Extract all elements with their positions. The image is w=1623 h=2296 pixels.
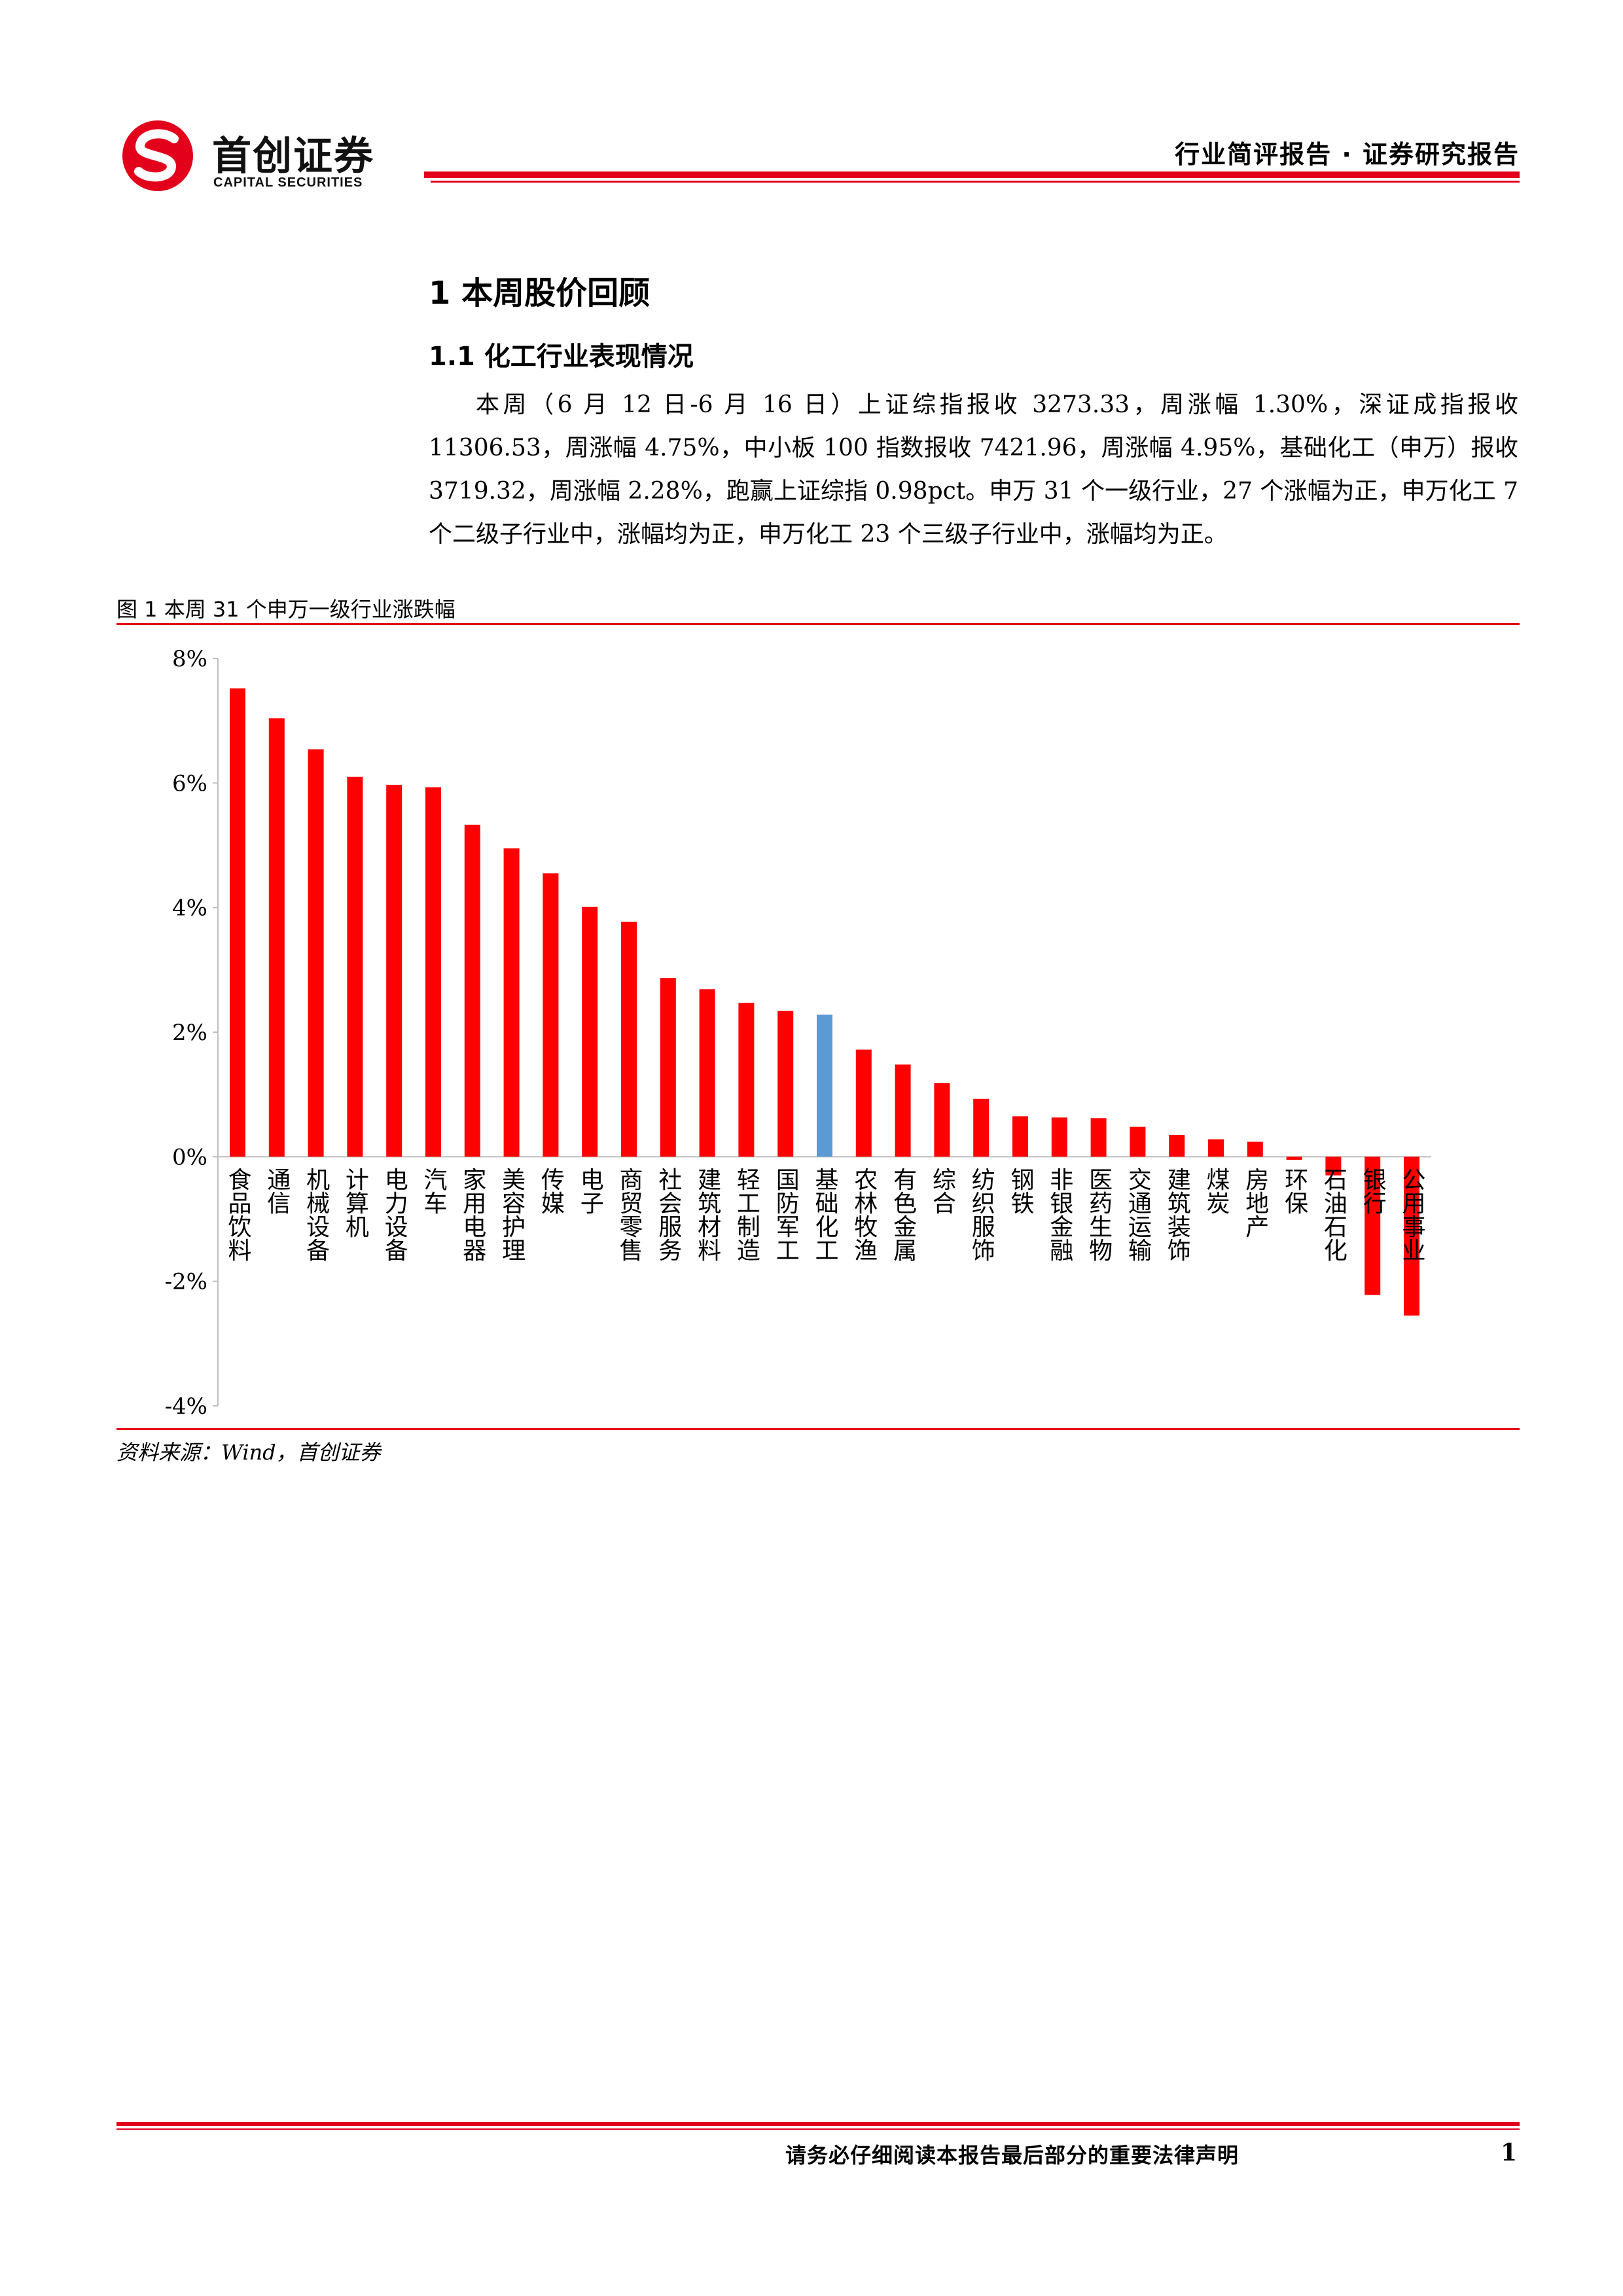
category-label: 美容护理 [498, 1167, 525, 1261]
y-tick-label: 0% [172, 1144, 207, 1170]
figure-caption: 图 1 本周 31 个申万一级行业涨跌幅 [116, 597, 455, 622]
bar-18 [934, 1083, 950, 1157]
page-number: 1 [1500, 2139, 1517, 2166]
company-logo: 首创证券 CAPITAL SECURITIES [116, 117, 431, 195]
y-tick-label: -4% [165, 1393, 207, 1420]
category-label: 农林牧渔 [850, 1167, 877, 1261]
bar-12 [699, 989, 715, 1157]
section-heading: 1 本周股价回顾 [429, 275, 651, 312]
category-label: 交通运输 [1124, 1167, 1151, 1261]
legal-disclaimer: 请务必仔细阅读本报告最后部分的重要法律声明 [785, 2143, 1240, 2168]
bar-13 [738, 1003, 755, 1157]
bar-7 [503, 848, 520, 1157]
bar-16 [855, 1049, 872, 1157]
bar-0 [230, 688, 245, 1157]
logo-mark-icon [122, 120, 193, 191]
category-label: 机械设备 [302, 1167, 329, 1261]
category-label: 煤炭 [1203, 1167, 1230, 1214]
bar-6 [464, 825, 480, 1157]
bar-5 [425, 787, 441, 1157]
figure-source: 资料来源：Wind，首创证券 [116, 1440, 381, 1465]
logo-chinese-name: 首创证券 [212, 134, 374, 179]
category-label: 建筑装饰 [1164, 1167, 1190, 1261]
bar-14 [777, 1011, 794, 1157]
bar-17 [895, 1064, 911, 1157]
category-label: 商贸零售 [616, 1167, 643, 1261]
bar-25 [1208, 1139, 1224, 1157]
figure-top-rule [116, 623, 1520, 625]
figure-bottom-rule [116, 1428, 1520, 1430]
y-tick-label: 6% [172, 770, 207, 797]
bar-10 [621, 922, 637, 1157]
category-label: 钢铁 [1007, 1167, 1034, 1214]
bar-15 [817, 1014, 832, 1157]
category-label: 国防军工 [772, 1167, 799, 1261]
category-label: 传媒 [537, 1167, 565, 1214]
category-label: 食品饮料 [224, 1167, 252, 1261]
y-tick-label: 4% [172, 895, 207, 922]
category-label: 医药生物 [1085, 1167, 1112, 1261]
bar-3 [347, 776, 363, 1157]
category-label: 石油石化 [1320, 1167, 1347, 1261]
bar-8 [543, 873, 559, 1157]
bar-22 [1090, 1118, 1107, 1157]
category-label: 纺织服饰 [968, 1167, 995, 1261]
category-label: 银行 [1359, 1167, 1387, 1214]
bar-1 [268, 718, 285, 1157]
y-tick-label: -2% [165, 1269, 207, 1295]
footer-divider-thin [116, 2128, 1520, 2130]
subsection-heading: 1.1 化工行业表现情况 [429, 342, 694, 372]
report-type-title: 行业简评报告 · 证券研究报告 [1175, 140, 1520, 169]
bar-4 [386, 785, 402, 1157]
category-label: 公用事业 [1399, 1167, 1425, 1261]
category-label: 轻工制造 [733, 1167, 760, 1261]
bar-19 [973, 1098, 990, 1157]
category-label: 电力设备 [381, 1167, 408, 1261]
category-label: 通信 [263, 1167, 290, 1214]
y-tick-label: 8% [172, 646, 207, 672]
bar-24 [1169, 1135, 1185, 1157]
bar-2 [308, 749, 324, 1157]
bar-27 [1286, 1157, 1302, 1160]
category-label: 房地产 [1241, 1167, 1268, 1238]
category-label: 社会服务 [654, 1167, 682, 1261]
footer-divider [116, 2122, 1520, 2126]
category-label: 建筑材料 [694, 1167, 721, 1261]
bar-26 [1247, 1141, 1263, 1157]
bar-30 [1404, 1157, 1419, 1316]
category-label: 环保 [1281, 1167, 1308, 1214]
category-label: 汽车 [420, 1167, 447, 1214]
bar-21 [1051, 1117, 1067, 1157]
category-label: 非银金融 [1046, 1167, 1073, 1261]
summary-paragraph: 本周（6 月 12 日-6 月 16 日）上证综指报收 3273.33，周涨幅 … [429, 391, 1518, 548]
bar-9 [582, 906, 598, 1157]
y-tick-label: 2% [172, 1020, 207, 1046]
bar-28 [1325, 1157, 1342, 1175]
category-label: 计算机 [342, 1167, 368, 1238]
header-divider [424, 171, 1520, 178]
category-label: 综合 [929, 1167, 955, 1214]
bar-20 [1012, 1116, 1028, 1157]
category-label: 电子 [577, 1167, 603, 1214]
logo-english-name: CAPITAL SECURITIES [213, 175, 363, 190]
category-label: 家用电器 [459, 1167, 486, 1261]
bar-11 [660, 978, 676, 1157]
industry-return-bar-chart: -4% -2% 0% 2% 4% 6% 8% 食品饮料 通信 机械设备 计算机 电力设备 汽车 家用电器美… [165, 646, 1431, 1420]
bar-29 [1364, 1157, 1381, 1295]
category-label: 基础化工 [812, 1167, 838, 1261]
category-label: 有色金属 [889, 1167, 916, 1261]
header-divider-thin [431, 181, 1520, 183]
bar-23 [1130, 1126, 1146, 1157]
